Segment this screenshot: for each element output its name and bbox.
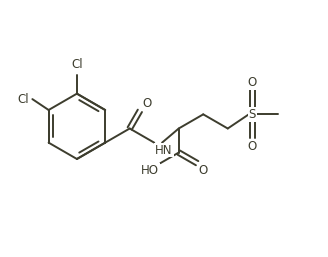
Text: Cl: Cl <box>71 58 83 71</box>
Text: O: O <box>248 76 257 89</box>
Text: HN: HN <box>155 143 173 157</box>
Text: Cl: Cl <box>17 93 29 106</box>
Text: O: O <box>142 97 152 109</box>
Text: O: O <box>248 140 257 153</box>
Text: O: O <box>199 164 208 177</box>
Text: S: S <box>249 108 256 121</box>
Text: HO: HO <box>141 164 159 177</box>
